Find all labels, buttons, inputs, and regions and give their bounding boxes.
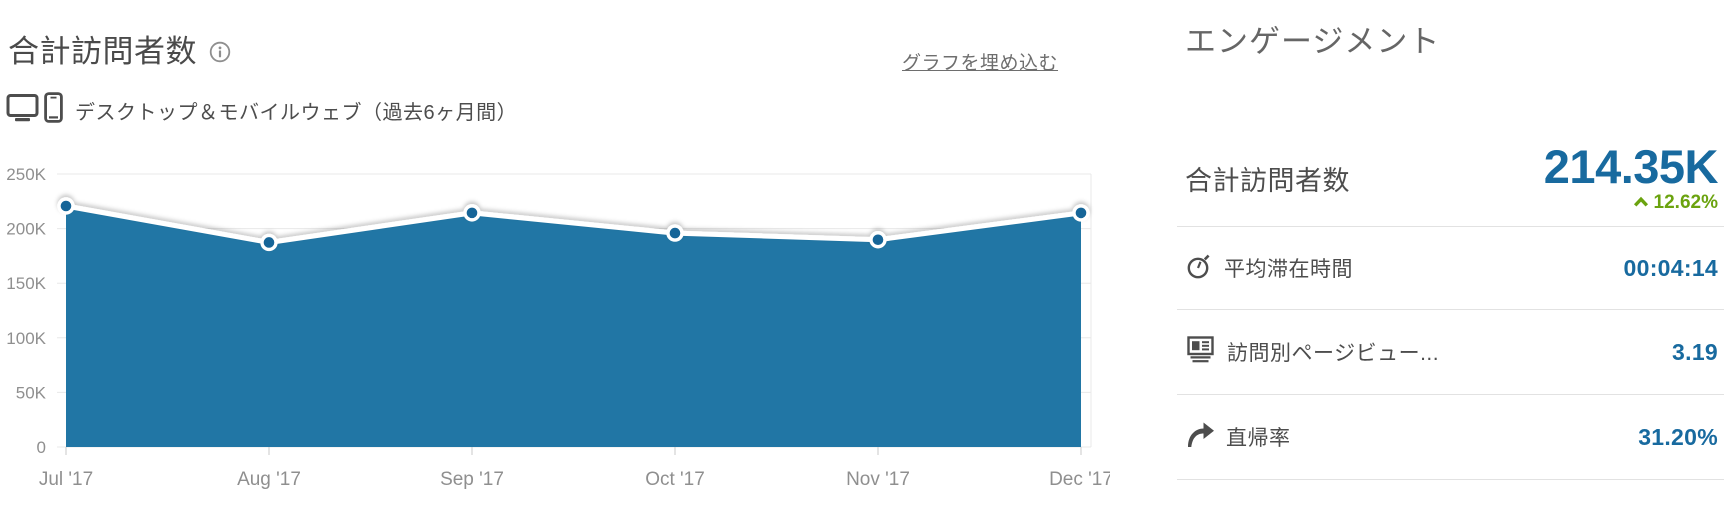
x-tick-label: Oct '17 — [645, 469, 705, 490]
y-tick-label: 0 — [37, 438, 46, 457]
engagement-panel: エンゲージメント 合計訪問者数 214.35K 12.62% — [1177, 0, 1724, 506]
chevron-up-icon — [1633, 192, 1649, 214]
chart-title-row: 合計訪問者数 — [8, 26, 231, 71]
metric-bounce-rate: 直帰率 31.20% — [1177, 395, 1724, 480]
stopwatch-icon — [1185, 251, 1213, 285]
visitors-area-chart: 250K 200K 150K 100K 50K 0 Jul '17 Aug '17 Sep '… — [6, 165, 1110, 490]
y-tick-label: 100K — [6, 329, 46, 348]
x-tick-label: Jul '17 — [39, 469, 93, 490]
metric-change: 12.62% — [1633, 192, 1718, 214]
metric-avg-visit-duration: 平均滞在時間 00:04:14 — [1177, 227, 1724, 310]
chart-point-aug17[interactable] — [260, 233, 278, 252]
y-tick-label: 200K — [6, 220, 46, 239]
metric-label: 直帰率 — [1226, 427, 1291, 450]
metric-total-visits: 合計訪問者数 214.35K 12.62% — [1177, 130, 1724, 227]
desktop-icon — [6, 92, 39, 128]
chart-line — [65, 203, 1082, 245]
chart-y-axis-labels: 250K 200K 150K 100K 50K 0 — [6, 165, 46, 457]
pages-icon — [1185, 335, 1216, 369]
y-tick-label: 250K — [6, 165, 46, 184]
x-tick-label: Dec '17 — [1049, 469, 1110, 490]
mobile-icon — [44, 92, 63, 128]
chart-point-sep17[interactable] — [463, 204, 481, 222]
y-tick-label: 150K — [6, 274, 46, 293]
chart-x-axis-labels: Jul '17 Aug '17 Sep '17 Oct '17 Nov '17 Dec '… — [39, 469, 1110, 490]
chart-area-fill — [66, 205, 1081, 447]
y-tick-label: 50K — [16, 383, 47, 402]
chart-point-oct17[interactable] — [666, 224, 684, 242]
x-tick-label: Sep '17 — [440, 469, 504, 490]
total-visits-chart-card: 合計訪問者数 グラフを埋め込む — [6, 26, 1110, 490]
info-icon[interactable] — [209, 41, 231, 63]
metric-label: 訪問別ページビュー... — [1227, 342, 1440, 365]
metric-label: 合計訪問者数 — [1185, 165, 1350, 196]
chart-point-dec17[interactable] — [1072, 204, 1090, 222]
metric-change-value: 12.62% — [1653, 191, 1718, 213]
metric-label: 平均滞在時間 — [1224, 258, 1353, 281]
chart-title: 合計訪問者数 — [8, 34, 197, 69]
metric-value: 3.19 — [1672, 338, 1718, 365]
chart-point-nov17[interactable] — [869, 231, 887, 249]
metric-value: 31.20% — [1638, 423, 1718, 450]
chart-x-ticks — [65, 447, 1082, 455]
metric-pages-per-visit: 訪問別ページビュー... 3.19 — [1177, 310, 1724, 395]
embed-graph-link[interactable]: グラフを埋め込む — [902, 53, 1059, 74]
metric-value: 00:04:14 — [1623, 254, 1718, 281]
x-tick-label: Aug '17 — [237, 469, 301, 490]
chart-data-points — [57, 197, 1090, 252]
chart-point-jul17[interactable] — [57, 197, 75, 215]
bounce-arrow-icon — [1185, 421, 1215, 453]
chart-subtitle: デスクトップ＆モバイルウェブ（過去6ヶ月間） — [75, 101, 518, 124]
chart-subtitle-row: デスクトップ＆モバイルウェブ（過去6ヶ月間） — [6, 92, 517, 128]
engagement-header: エンゲージメント — [1185, 24, 1441, 59]
metric-value: 214.35K — [1543, 139, 1719, 193]
x-tick-label: Nov '17 — [846, 469, 910, 490]
